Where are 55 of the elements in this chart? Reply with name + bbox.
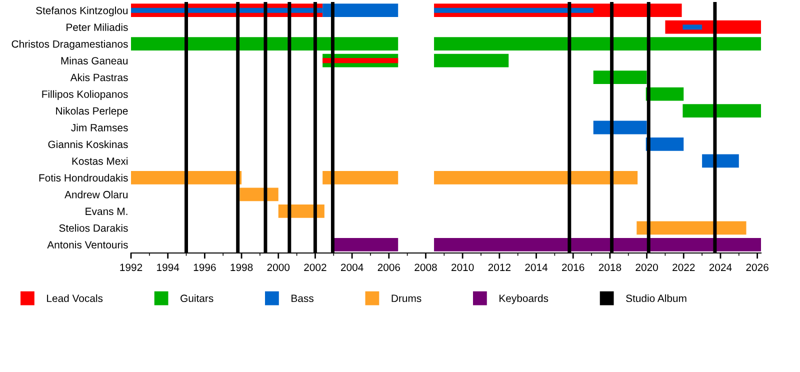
bar [434, 238, 761, 252]
x-tick-label: 2024 [709, 264, 732, 272]
y-tick-label: Fotis Hondroudakis [39, 174, 128, 182]
x-tick-label: 2006 [378, 264, 400, 272]
legend-label: Lead Vocals [47, 294, 103, 302]
y-tick-label: Andrew Olaru [64, 190, 128, 198]
bar [593, 120, 647, 134]
y-tick-label: Stelios Darakis [59, 224, 128, 232]
bar [636, 221, 746, 235]
bar [682, 104, 761, 118]
legend-label: Studio Album [626, 294, 686, 302]
y-tick-label: Evans M. [86, 208, 128, 216]
legend-label: Bass [292, 294, 314, 302]
x-tick-label: 2022 [672, 264, 695, 272]
x-tick-label: 2026 [746, 264, 768, 272]
bar [322, 58, 398, 64]
y-tick-label: Peter Miliadis [66, 23, 128, 31]
y-tick-label: Jim Ramses [71, 124, 128, 132]
x-tick-label: 2020 [636, 264, 658, 272]
x-tick-label: 1994 [157, 264, 180, 272]
bar [334, 238, 398, 252]
y-tick-label: Christos Dragamestianos [12, 40, 128, 50]
x-tick-label: 2016 [562, 264, 584, 272]
bar [322, 171, 398, 184]
bar [434, 8, 594, 13]
y-tick-label: Minas Ganeau [61, 56, 128, 64]
bar [665, 20, 761, 34]
x-tick-label: 1998 [230, 264, 253, 272]
x-tick-label: 2000 [267, 264, 290, 272]
y-tick-label: Antonis Ventouris [47, 240, 128, 249]
x-tick-label: 1996 [194, 264, 216, 272]
x-tick-label: 2012 [488, 264, 510, 272]
y-tick-label: Nikolas Perlepe [56, 106, 128, 117]
x-tick-label: 2018 [598, 264, 622, 272]
bar [131, 171, 242, 184]
legend-label: Guitars [180, 294, 214, 302]
bar [434, 171, 638, 184]
x-tick-label: 1992 [120, 264, 142, 272]
x-tick-label: 2008 [414, 264, 437, 272]
bar [131, 37, 398, 51]
y-tick-label: Giannis Koskinas [48, 140, 128, 148]
y-tick-label: Kostas Mexi [72, 157, 128, 165]
y-tick-label: Akis Pastras [70, 74, 128, 82]
bar [434, 37, 761, 51]
bar [240, 188, 278, 202]
x-tick-label: 2014 [525, 264, 548, 272]
y-tick-label: Stefanos Kintzoglou [36, 6, 128, 16]
y-tick-label: Fillipos Koliopanos [42, 90, 128, 100]
legend-label: Drums [392, 294, 422, 302]
x-tick-label: 2010 [452, 264, 474, 272]
x-tick-label: 2002 [304, 264, 326, 272]
bar [434, 54, 509, 68]
legend-label: Keyboards [500, 294, 548, 304]
x-tick-label: 2004 [340, 264, 364, 272]
bar [593, 70, 647, 84]
